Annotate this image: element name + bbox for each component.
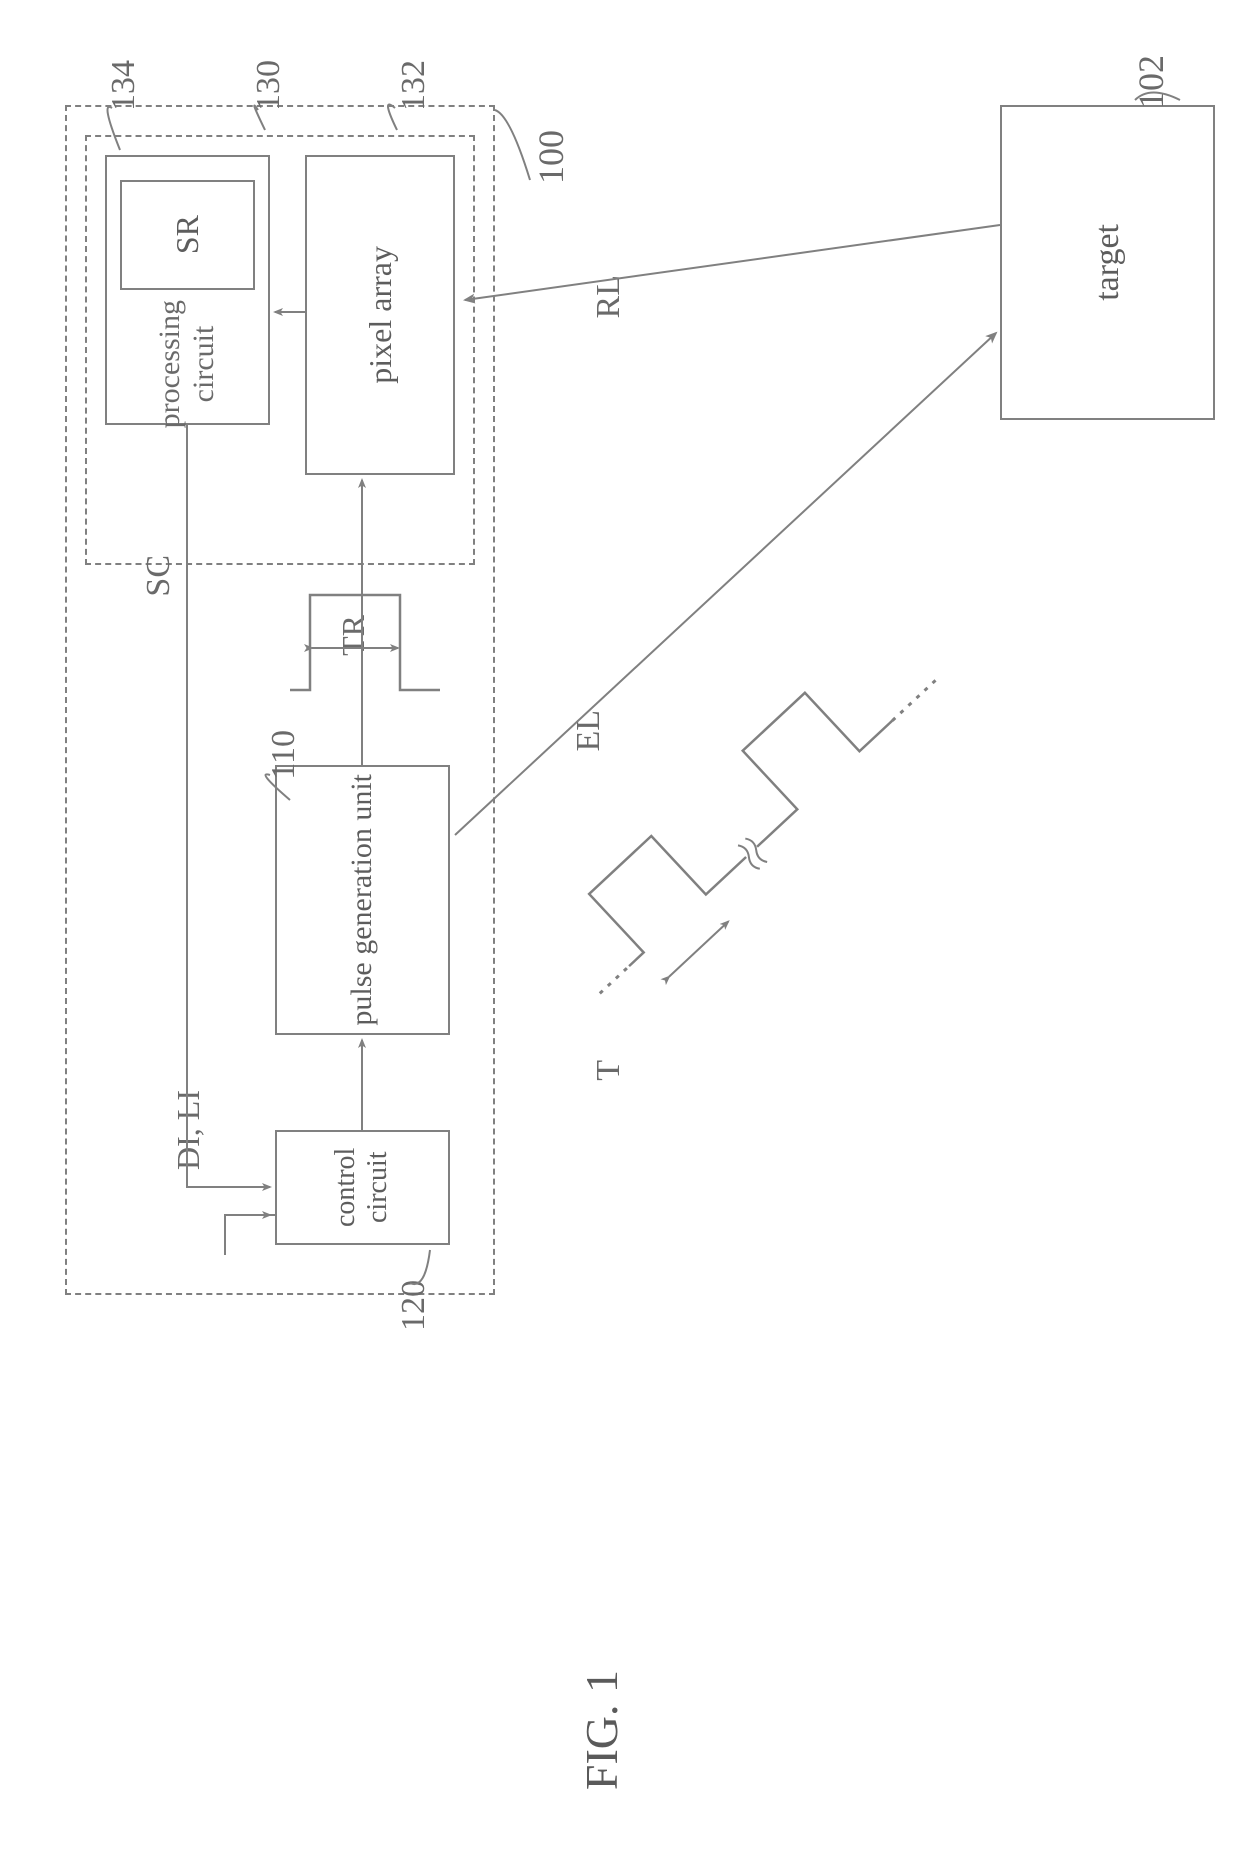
ref-100: 100 xyxy=(530,130,572,184)
figure-caption: FIG. 1 xyxy=(575,1670,628,1790)
target-block: target xyxy=(1000,105,1215,420)
ref-130: 130 xyxy=(250,60,288,111)
ref-120: 120 xyxy=(395,1280,433,1331)
signal-EL: EL xyxy=(570,710,608,752)
pixel-array-label: pixel array xyxy=(362,246,399,384)
signal-DI-LI: DI, LI xyxy=(170,1090,207,1170)
signal-SC: SC xyxy=(140,555,178,597)
target-label: target xyxy=(1088,224,1127,301)
pulse-generation-unit-block: pulse generation unit xyxy=(275,765,450,1035)
ref-110: 110 xyxy=(265,730,303,780)
pulse-generation-unit-label: pulse generation unit xyxy=(345,774,380,1026)
sr-label: SR xyxy=(169,215,206,254)
signal-RL: RL xyxy=(590,275,628,318)
signal-TR: TR xyxy=(335,615,372,656)
ref-132: 132 xyxy=(395,60,433,111)
control-circuit-block: control circuit xyxy=(275,1130,450,1245)
sr-block: SR xyxy=(120,180,255,290)
pixel-array-block: pixel array xyxy=(305,155,455,475)
ref-134: 134 xyxy=(105,60,143,111)
processing-circuit-label: processing circuit xyxy=(153,300,221,428)
control-circuit-label: control circuit xyxy=(330,1132,394,1243)
ref-102: 102 xyxy=(1130,55,1172,109)
signal-T: T xyxy=(590,1060,628,1081)
